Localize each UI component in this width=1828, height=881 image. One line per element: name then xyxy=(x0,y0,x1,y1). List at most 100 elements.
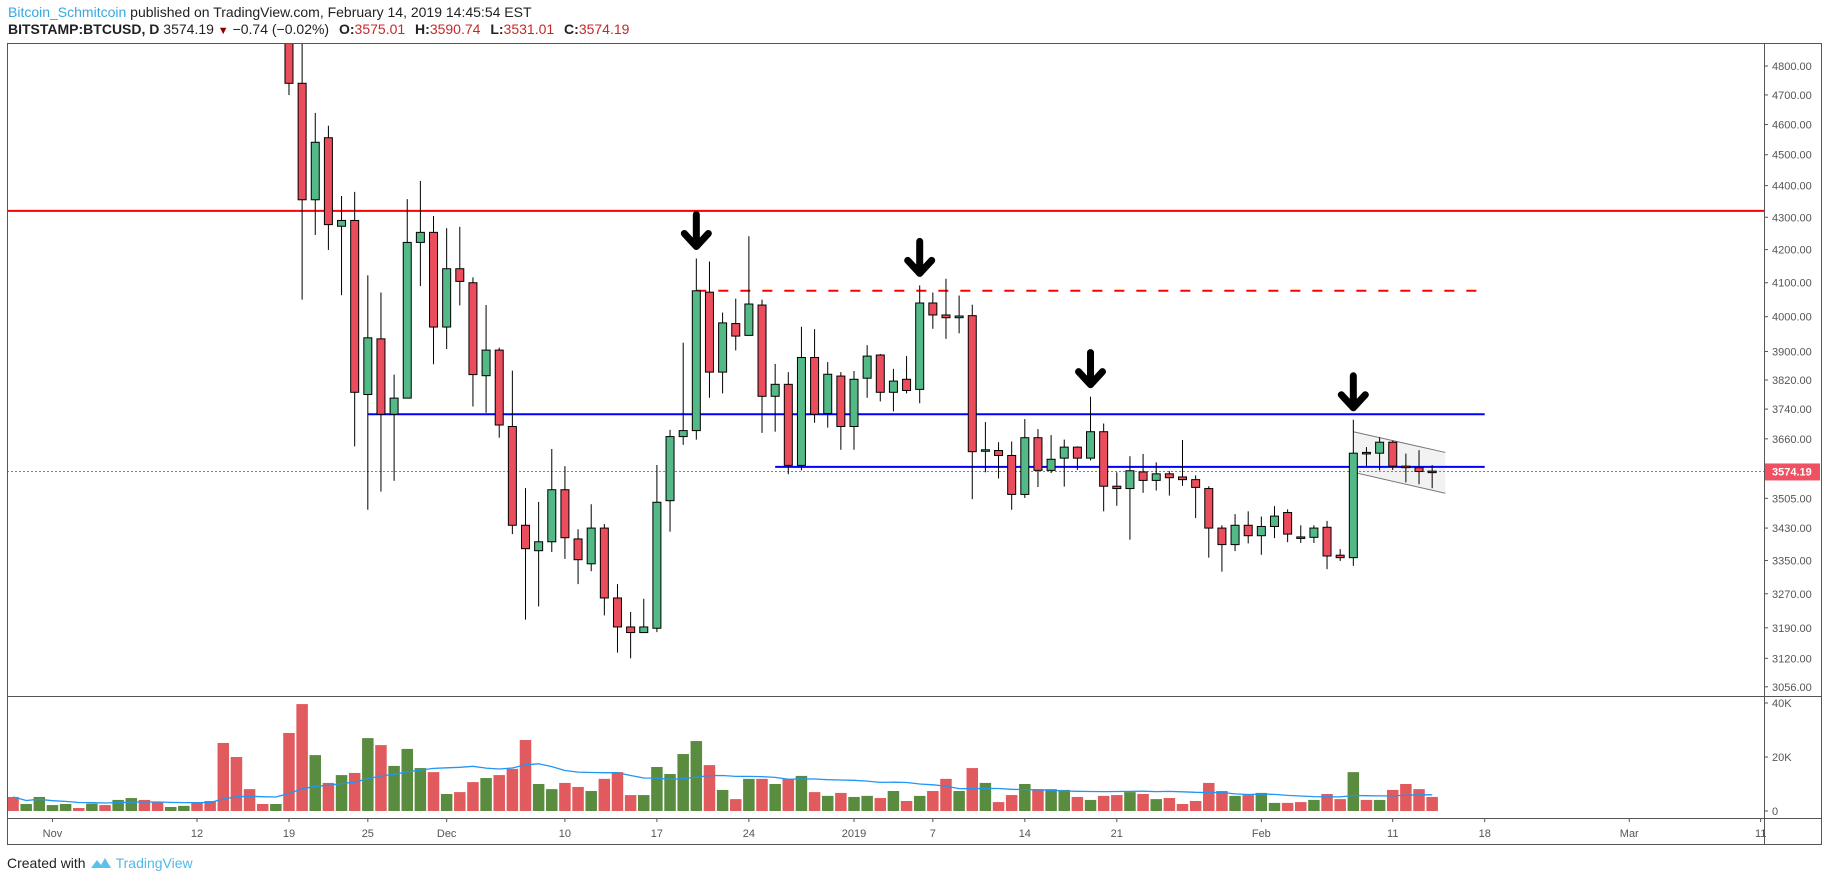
candle-body xyxy=(1046,458,1056,471)
candle-body xyxy=(639,626,649,634)
volume-bar xyxy=(335,775,348,811)
published-text: published on TradingView.com, February 1… xyxy=(130,4,532,20)
candle xyxy=(691,258,701,440)
volume-bar xyxy=(270,803,282,811)
date-tick-label: 24 xyxy=(743,828,755,840)
candle-body xyxy=(415,231,425,243)
candle-body xyxy=(494,349,504,426)
volume-bar xyxy=(664,774,676,811)
candle-body xyxy=(678,430,688,438)
candle xyxy=(1283,509,1293,543)
axes: 4800.00 4700.00 4600.00 4500.00 4400.00 4300.… xyxy=(43,61,1820,840)
candle xyxy=(810,329,820,423)
candle-body xyxy=(928,302,938,316)
candle xyxy=(1427,465,1437,489)
candle xyxy=(494,347,504,438)
candle xyxy=(875,353,885,402)
candle-body xyxy=(888,380,898,393)
last-price-badge-label: 3574.19 xyxy=(1772,466,1812,478)
price-tick-label: 3270.00 xyxy=(1772,589,1812,601)
candle-body xyxy=(1401,465,1411,469)
candle xyxy=(718,312,728,394)
candle-body xyxy=(915,302,925,390)
volume-bar xyxy=(296,704,308,811)
candle-body xyxy=(1335,554,1345,559)
volume-bar xyxy=(151,802,164,811)
price-tick-label: 4500.00 xyxy=(1772,150,1812,162)
channel-fill[interactable] xyxy=(1353,431,1446,494)
candle-body xyxy=(652,501,662,629)
down-arrow-icon[interactable] xyxy=(680,210,712,250)
volume-bar xyxy=(1150,799,1162,811)
candle-body xyxy=(1059,446,1069,459)
candle-body xyxy=(560,489,570,539)
volume-bar xyxy=(1189,801,1202,811)
volume-bar xyxy=(427,772,440,811)
candle xyxy=(1072,446,1082,470)
candle xyxy=(731,298,741,351)
date-tick-label: Nov xyxy=(43,828,63,840)
volume-bar xyxy=(1373,799,1386,811)
volume-bar xyxy=(651,766,663,811)
candle xyxy=(1191,475,1201,519)
candle xyxy=(626,611,636,659)
candle-body xyxy=(875,354,885,393)
low-label: L: xyxy=(490,21,504,37)
volume-bar xyxy=(703,765,716,811)
candle xyxy=(350,191,360,447)
candle-body xyxy=(507,425,517,526)
candle xyxy=(1007,441,1017,510)
tradingview-link[interactable]: TradingView xyxy=(115,855,193,871)
candle-body xyxy=(547,489,557,543)
price-tick-label: 3056.00 xyxy=(1772,682,1812,694)
date-tick-label: 10 xyxy=(559,828,571,840)
candle-body xyxy=(442,268,452,328)
volume-bar xyxy=(756,778,768,811)
candle xyxy=(1269,506,1279,539)
channel-top-line[interactable] xyxy=(1353,431,1446,453)
candle-body xyxy=(1191,479,1201,488)
candle xyxy=(1230,514,1240,552)
volume-bar xyxy=(769,784,781,811)
volume-tick-label: 0 xyxy=(1772,806,1778,818)
candle-body xyxy=(1322,526,1332,557)
author-link[interactable]: Bitcoin_Schmitcoin xyxy=(8,4,127,20)
candle-body xyxy=(1164,473,1174,479)
candle-body xyxy=(599,527,609,599)
candle xyxy=(455,226,465,306)
volume-bar xyxy=(861,795,873,811)
down-arrow-icon[interactable] xyxy=(904,237,936,277)
price-pane[interactable] xyxy=(7,0,1764,659)
candle-body xyxy=(1427,470,1437,474)
volume-bar xyxy=(86,803,98,811)
volume-bar xyxy=(1124,792,1136,811)
down-arrow-icon[interactable] xyxy=(1075,349,1107,389)
channel-bottom-line[interactable] xyxy=(1353,471,1446,494)
low-value: 3531.01 xyxy=(503,21,555,37)
candle xyxy=(1296,525,1306,543)
volume-bar xyxy=(243,789,256,811)
open-value: 3575.01 xyxy=(354,21,406,37)
candle-body xyxy=(836,375,846,427)
volume-bar xyxy=(1413,789,1425,811)
volume-bar xyxy=(1111,795,1123,811)
down-triangle-icon: ▼ xyxy=(217,25,229,37)
volume-bar xyxy=(454,792,466,811)
volume-bar xyxy=(33,796,46,811)
volume-bar xyxy=(1045,789,1057,811)
volume-bar xyxy=(178,805,190,811)
down-arrow-icon[interactable] xyxy=(1337,372,1369,412)
volume-pane[interactable] xyxy=(7,704,1438,811)
candle xyxy=(1309,525,1319,543)
volume-bar xyxy=(401,748,413,811)
publish-info: Bitcoin_Schmitcoin published on TradingV… xyxy=(8,4,532,20)
date-tick-label: 11 xyxy=(1387,828,1398,840)
candle-body xyxy=(1204,488,1214,529)
volume-bar xyxy=(1163,798,1176,811)
volume-bar xyxy=(821,795,834,811)
candle xyxy=(1033,429,1043,488)
volume-bar xyxy=(1242,795,1254,811)
volume-bar xyxy=(72,808,85,811)
volume-bar xyxy=(493,775,505,811)
